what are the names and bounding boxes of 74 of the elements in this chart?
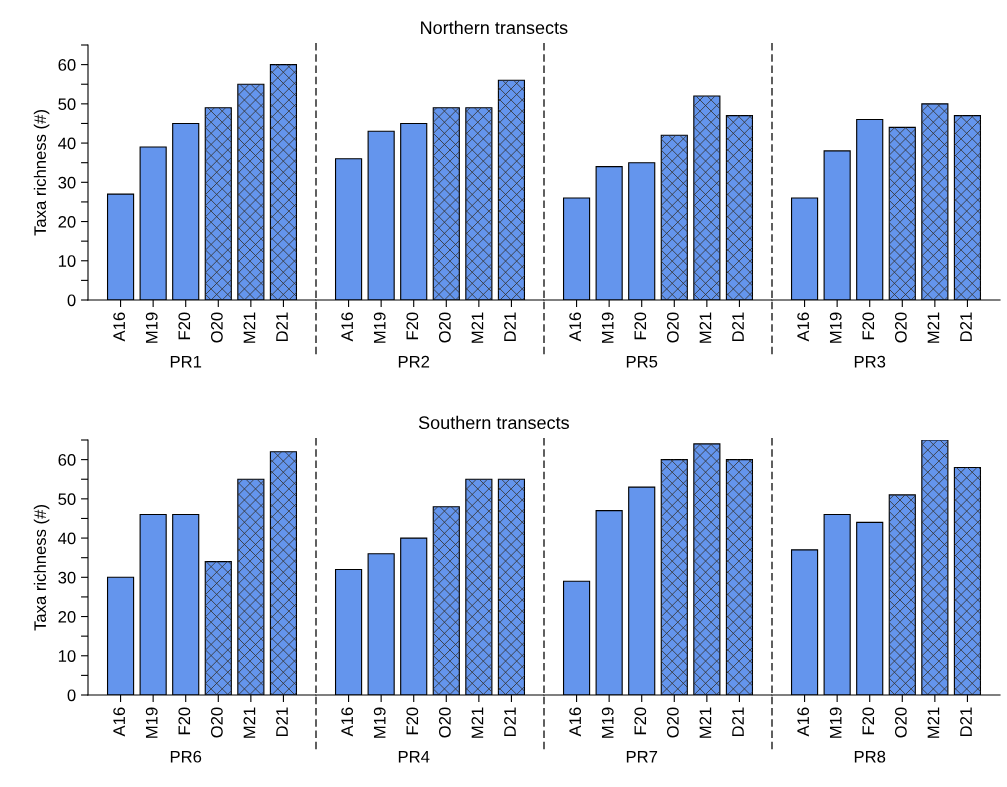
x-tick-label: A16 (569, 312, 582, 342)
chart-title: Northern transects (421, 20, 568, 35)
x-tick-label: O20 (666, 312, 679, 343)
x-tick-label: O20 (894, 312, 907, 343)
x-tick-label: M19 (601, 707, 614, 738)
x-tick-label: D21 (960, 707, 972, 737)
x-axis-title: PR1 (170, 355, 202, 368)
x-tick-label: M19 (829, 707, 842, 738)
x-tick-label: D21 (276, 707, 288, 737)
x-tick-label: M19 (145, 707, 158, 738)
x-tick-label: O20 (210, 312, 223, 343)
x-tick-label: O20 (438, 312, 451, 343)
x-tick-label: A16 (797, 312, 810, 342)
x-tick-label: F20 (862, 707, 875, 735)
y-tick-label: 60 (58, 59, 76, 71)
x-tick-label: M19 (601, 312, 614, 343)
x-axis-title: PR3 (854, 355, 886, 368)
x-tick-label: M21 (699, 312, 712, 343)
y-tick-label: 0 (67, 689, 76, 702)
y-tick-label: 10 (58, 255, 76, 267)
y-tick-label: 60 (58, 454, 76, 466)
x-axis-title: PR7 (626, 750, 658, 763)
x-tick-label: D21 (504, 312, 516, 342)
x-tick-label: M21 (471, 312, 484, 343)
x-tick-label: M21 (243, 312, 256, 343)
chart-title: Southern transects (418, 415, 569, 430)
x-tick-label: F20 (406, 312, 419, 340)
y-tick-label: 20 (58, 610, 76, 623)
y-tick-label: 0 (67, 294, 76, 307)
x-tick-label: A16 (341, 312, 354, 342)
x-tick-label: A16 (113, 707, 126, 737)
x-tick-label: A16 (569, 707, 582, 737)
x-tick-label: M21 (471, 707, 484, 738)
y-tick-label: 20 (58, 215, 76, 228)
x-tick-label: F20 (862, 312, 875, 340)
x-tick-label: F20 (178, 312, 191, 340)
y-axis-title: Taxa richness (#) (33, 505, 50, 631)
x-tick-label: M19 (373, 707, 386, 738)
x-tick-label: D21 (276, 312, 288, 342)
x-tick-label: O20 (666, 707, 679, 738)
x-tick-label: M19 (373, 312, 386, 343)
x-tick-label: M21 (699, 707, 712, 738)
y-tick-label: 50 (58, 493, 76, 506)
x-tick-label: D21 (732, 312, 744, 342)
x-axis-title: PR2 (398, 355, 430, 368)
x-tick-label: F20 (178, 707, 191, 735)
x-tick-label: A16 (797, 707, 810, 737)
y-tick-label: 40 (58, 532, 76, 545)
y-axis-title: Taxa richness (#) (33, 110, 50, 236)
x-tick-label: F20 (634, 707, 647, 735)
y-tick-label: 30 (58, 571, 76, 584)
x-axis-title: PR5 (626, 355, 658, 368)
y-tick-label: 50 (58, 98, 76, 111)
x-tick-label: A16 (113, 312, 126, 342)
x-tick-label: M19 (145, 312, 158, 343)
y-tick-label: 10 (58, 650, 76, 662)
x-tick-label: O20 (894, 707, 907, 738)
x-tick-label: O20 (210, 707, 223, 738)
x-tick-label: M21 (927, 312, 940, 343)
x-tick-label: A16 (341, 707, 354, 737)
x-tick-label: F20 (406, 707, 419, 735)
x-tick-label: O20 (438, 707, 451, 738)
x-tick-label: D21 (960, 312, 972, 342)
y-tick-label: 40 (58, 137, 76, 150)
x-tick-label: M19 (829, 312, 842, 343)
x-axis-title: PR8 (854, 750, 886, 763)
y-tick-label: 30 (58, 176, 76, 189)
x-axis-title: PR4 (398, 750, 430, 763)
x-tick-label: D21 (732, 707, 744, 737)
x-tick-label: M21 (243, 707, 256, 738)
x-tick-label: D21 (504, 707, 516, 737)
x-axis-title: PR6 (170, 750, 202, 763)
x-tick-label: F20 (634, 312, 647, 340)
x-tick-label: M21 (927, 707, 940, 738)
